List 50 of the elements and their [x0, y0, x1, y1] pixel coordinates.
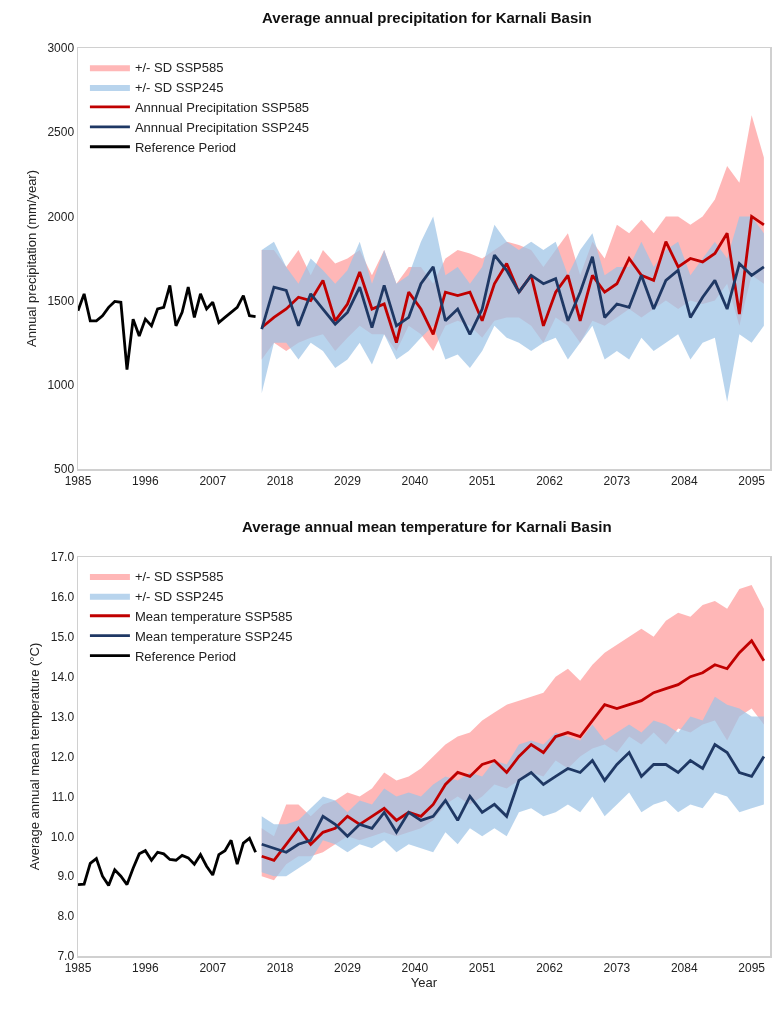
- x-tick-label: 1996: [132, 960, 160, 975]
- legend-label: +/- SD SSP245: [134, 588, 224, 604]
- x-tick-label: 2084: [670, 473, 698, 488]
- y-tick-label: 8.0: [57, 909, 75, 924]
- x-tick-label: 2007: [199, 960, 227, 975]
- y-tick-label: 1500: [47, 293, 75, 308]
- y-tick-label: 12.0: [50, 749, 75, 764]
- x-tick-label: 1996: [132, 473, 160, 488]
- y-tick-label: 10.0: [50, 829, 75, 844]
- y-tick-label: 3000: [47, 41, 75, 56]
- chart-title: Average annual mean temperature for Karnali Basin: [242, 518, 612, 536]
- y-tick-label: 2500: [47, 125, 75, 140]
- legend-label: Reference Period: [134, 648, 237, 664]
- y-tick-label: 17.0: [50, 550, 75, 565]
- x-tick-label: 2040: [401, 473, 429, 488]
- legend-label: +/- SD SSP585: [134, 60, 224, 76]
- x-tick-label: 2084: [670, 960, 698, 975]
- y-tick-label: 13.0: [50, 709, 75, 724]
- x-tick-label: 2095: [738, 473, 766, 488]
- y-tick-label: 14.0: [50, 669, 75, 684]
- y-tick-label: 1000: [47, 378, 75, 392]
- legend-label: +/- SD SSP245: [134, 80, 224, 96]
- legend-label: Mean temperature SSP585: [134, 608, 293, 624]
- x-tick-label: 2040: [401, 960, 429, 975]
- x-tick-label: 2062: [536, 960, 564, 975]
- legend-label: Mean temperature SSP245: [134, 628, 293, 644]
- x-tick-label: 2051: [468, 960, 496, 975]
- x-tick-label: 2073: [603, 960, 631, 975]
- x-tick-label: 2018: [266, 960, 294, 975]
- y-tick-label: 15.0: [50, 630, 75, 644]
- y-tick-label: 11.0: [51, 789, 75, 804]
- x-tick-label: 2018: [266, 473, 294, 488]
- x-tick-label: 2051: [468, 473, 496, 488]
- x-tick-label: 2073: [603, 473, 631, 488]
- legend-label: +/- SD SSP585: [134, 569, 224, 585]
- y-tick-label: 9.0: [57, 869, 75, 884]
- legend-label: Reference Period: [134, 139, 237, 155]
- y-axis-title: Annual precipitation (mm/year): [23, 169, 39, 348]
- chart-title: Average annual precipitation for Karnali Basin: [262, 9, 592, 27]
- legend-label: Annnual Precipitation SSP245: [134, 119, 310, 135]
- legend-label: Annnual Precipitation SSP585: [134, 100, 310, 116]
- y-axis-title: Average annual mean temperature (°C): [26, 642, 42, 871]
- x-tick-label: 2029: [334, 473, 362, 488]
- y-tick-label: 16.0: [50, 590, 75, 605]
- x-tick-label: 2029: [334, 960, 362, 975]
- y-tick-label: 2000: [47, 209, 75, 224]
- x-axis-title: Year: [410, 975, 438, 991]
- x-tick-label: 2095: [738, 960, 766, 975]
- x-tick-label: 2007: [199, 473, 227, 488]
- x-tick-label: 2062: [536, 473, 564, 488]
